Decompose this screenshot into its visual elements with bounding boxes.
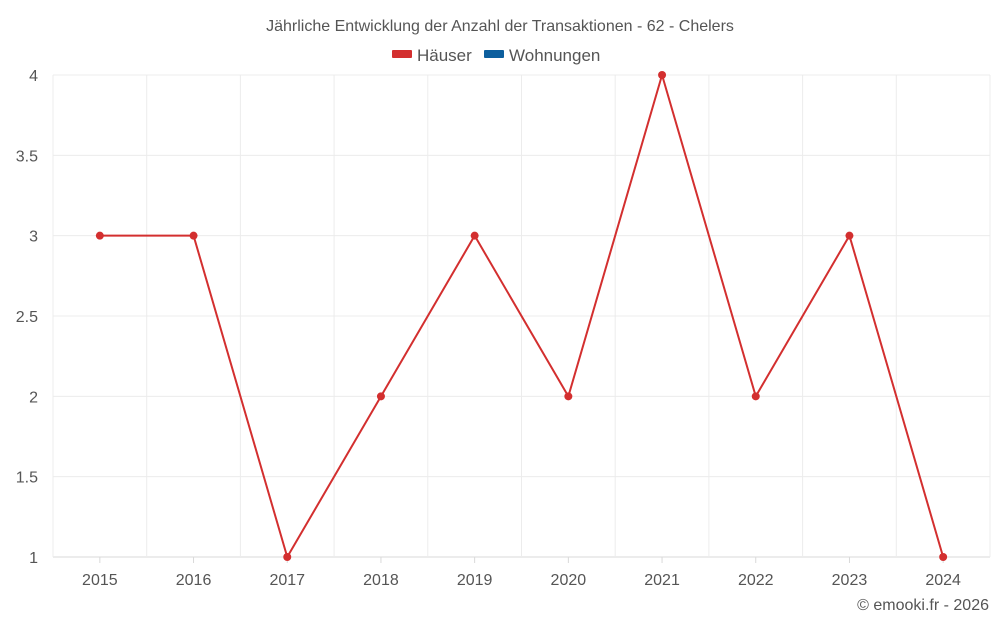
data-point-haeuser-2019 (470, 231, 479, 240)
y-tick-label-2-5: 2.5 (16, 309, 38, 326)
y-tick-label-4: 4 (29, 68, 38, 85)
data-point-haeuser-2023 (845, 231, 854, 240)
data-point-haeuser-2015 (95, 231, 104, 240)
data-point-haeuser-2021 (658, 71, 667, 79)
y-tick-label-3: 3 (29, 229, 38, 246)
data-point-haeuser-2024 (939, 553, 948, 561)
series-line-haeuser (99, 74, 945, 558)
plot-area: 1 1.5 2 2.5 3 3.5 4 2015 2016 2017 2018 2019 2020 202… (16, 68, 991, 589)
x-tick-label-2024: 2024 (925, 572, 961, 589)
legend-label-wohnungen: Wohnungen (509, 46, 600, 65)
legend-item-haeuser[interactable]: Häuser (392, 46, 472, 65)
x-tick-label-2022: 2022 (738, 572, 774, 589)
x-tick-label-2016: 2016 (176, 572, 212, 589)
data-point-haeuser-2017 (283, 553, 292, 561)
legend-item-wohnungen[interactable]: Wohnungen (484, 46, 600, 65)
chart-title: Jährliche Entwicklung der Anzahl der Tra… (266, 18, 734, 35)
credit-text[interactable]: © emooki.fr - 2026 (857, 597, 989, 614)
data-point-haeuser-2016 (189, 231, 198, 240)
x-tick-label-2018: 2018 (363, 572, 399, 589)
x-tick-label-2017: 2017 (269, 572, 305, 589)
x-tick-label-2015: 2015 (82, 572, 118, 589)
y-tick-label-1-5: 1.5 (16, 470, 38, 487)
x-tick-label-2023: 2023 (832, 572, 868, 589)
legend-swatch-haeuser (392, 50, 412, 58)
legend-swatch-wohnungen (484, 50, 504, 58)
x-tick-label-2020: 2020 (551, 572, 587, 589)
legend: Häuser Wohnungen (392, 46, 600, 65)
data-point-haeuser-2018 (376, 392, 385, 401)
legend-label-haeuser: Häuser (417, 46, 472, 65)
data-point-haeuser-2022 (751, 392, 760, 401)
y-tick-label-1: 1 (29, 550, 38, 567)
y-tick-label-3-5: 3.5 (16, 148, 38, 165)
y-tick-label-2: 2 (29, 389, 38, 406)
data-point-haeuser-2020 (564, 392, 573, 401)
x-tick-label-2019: 2019 (457, 572, 493, 589)
x-tick-label-2021: 2021 (644, 572, 680, 589)
